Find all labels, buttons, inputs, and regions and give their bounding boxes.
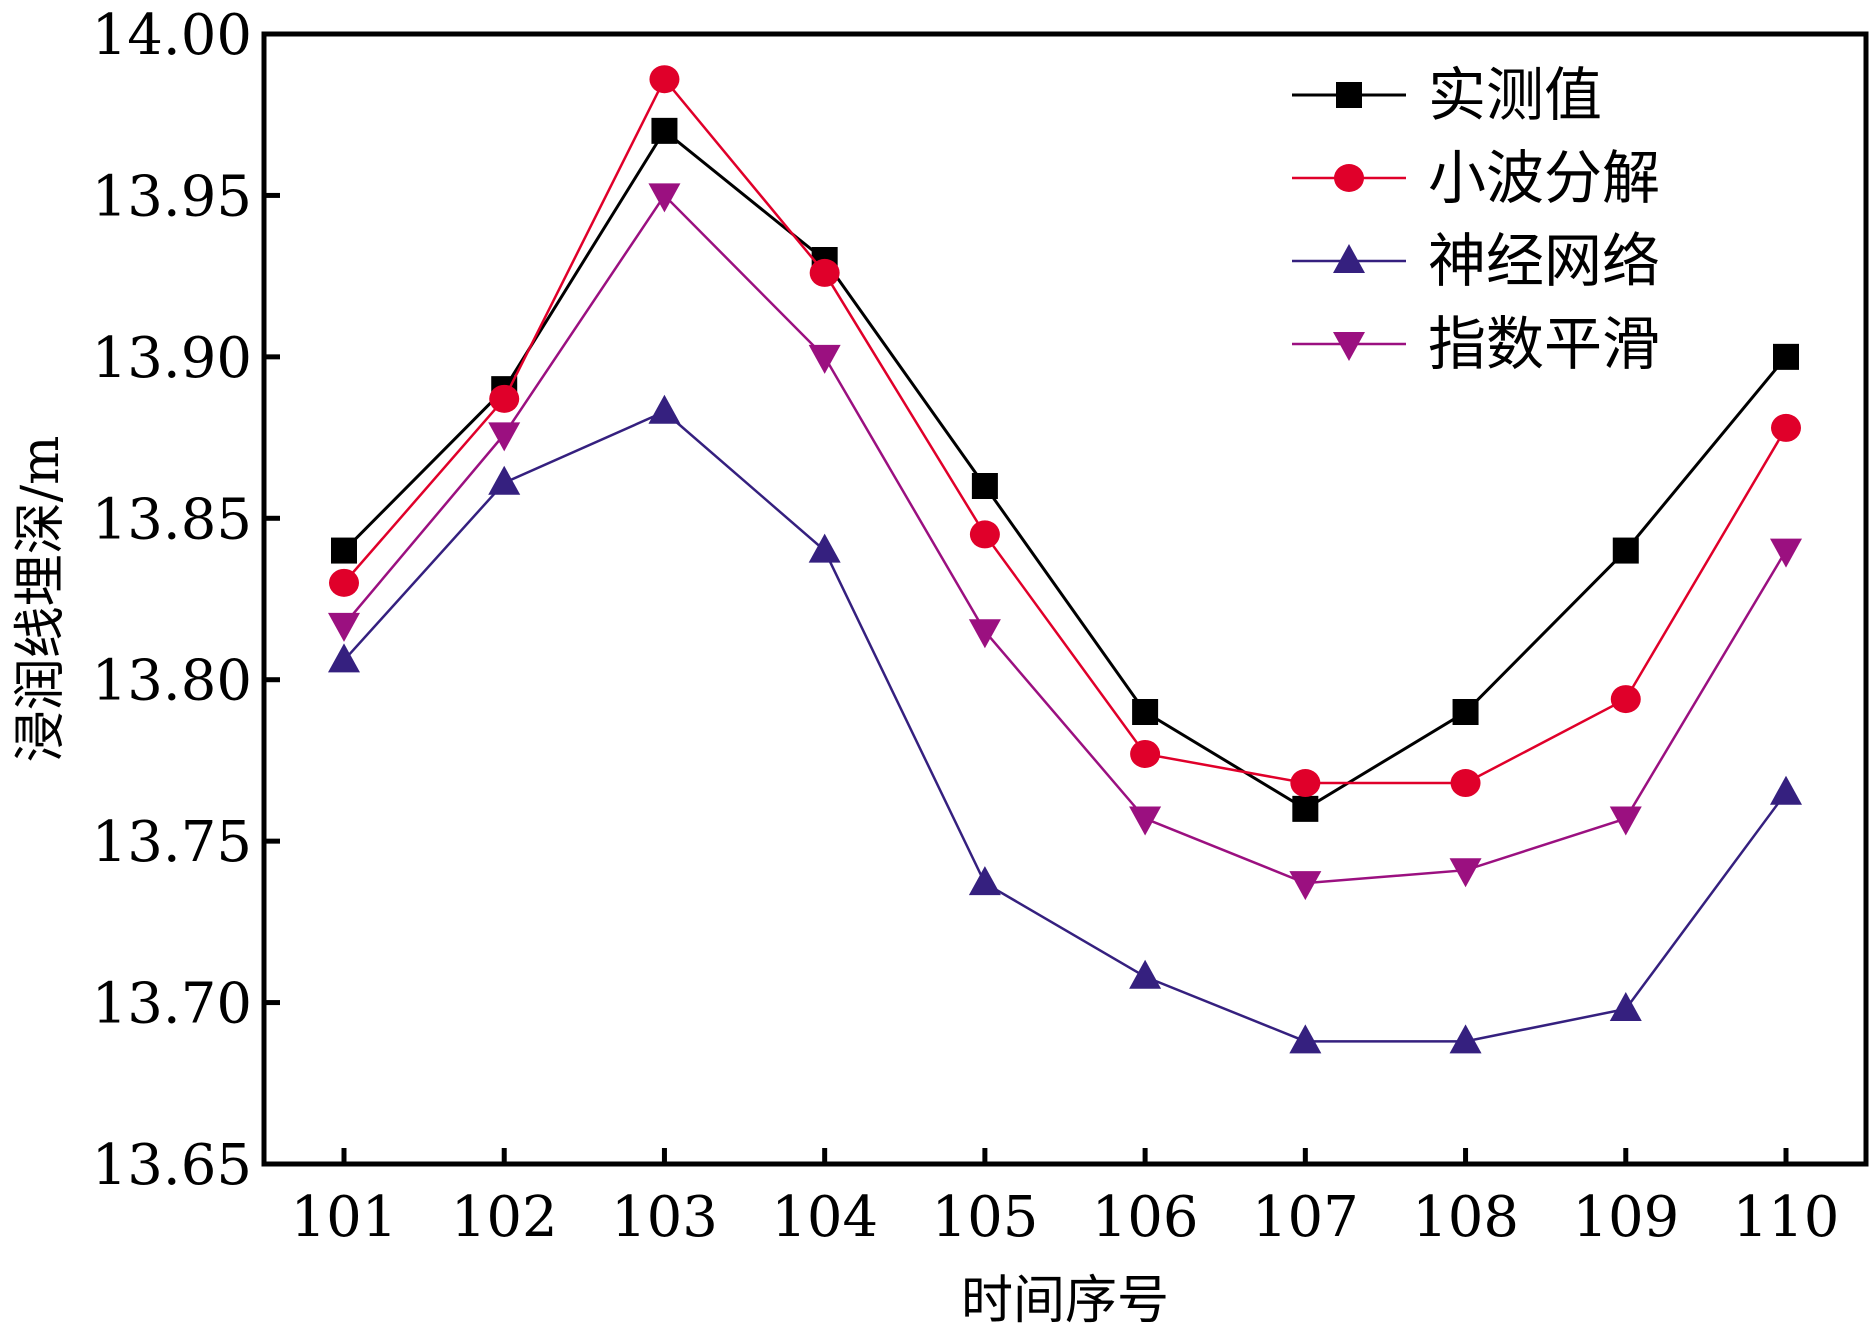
y-axis-title: 浸润线埋深/m <box>11 436 71 763</box>
data-point <box>809 258 840 287</box>
data-point <box>1770 538 1802 568</box>
data-point <box>969 520 1000 549</box>
data-point <box>488 422 521 452</box>
x-tick-label: 109 <box>1572 1185 1679 1250</box>
legend-marker <box>1336 82 1362 108</box>
data-point <box>1290 769 1321 798</box>
legend-marker <box>1333 332 1365 361</box>
data-point <box>648 394 681 424</box>
series-layer <box>328 65 1802 1054</box>
data-point <box>1129 959 1162 989</box>
data-point <box>1292 795 1319 822</box>
x-tick-label: 105 <box>931 1185 1038 1250</box>
y-tick-label: 13.65 <box>92 1133 252 1198</box>
data-point <box>968 619 1001 649</box>
legend-item: 小波分解 <box>1292 144 1660 212</box>
x-axis-title: 时间序号 <box>961 1271 1169 1331</box>
series-1 <box>329 65 1801 798</box>
data-point <box>648 183 681 213</box>
y-tick-label: 14.00 <box>92 3 252 68</box>
series-3 <box>328 183 1802 901</box>
data-point <box>1449 1024 1482 1054</box>
y-tick-label: 13.90 <box>92 326 252 391</box>
data-point <box>971 473 998 499</box>
data-point <box>651 117 678 144</box>
x-tick-label: 108 <box>1412 1185 1519 1250</box>
x-tick-label: 106 <box>1092 1185 1199 1250</box>
legend-label: 小波分解 <box>1428 144 1660 212</box>
data-point <box>1612 537 1639 564</box>
legend-marker <box>1334 164 1364 192</box>
legend-item: 神经网络 <box>1292 227 1660 295</box>
data-point <box>1773 343 1799 370</box>
x-tick-label: 104 <box>771 1185 878 1250</box>
data-point <box>1129 806 1162 836</box>
y-tick-label: 13.80 <box>92 649 252 714</box>
data-point <box>1609 806 1642 836</box>
x-axis: 101 102 103 104 105 106 107 108 109 110 <box>291 1148 1840 1250</box>
data-point <box>1770 775 1802 805</box>
series-0 <box>331 117 1799 822</box>
data-point <box>328 612 360 642</box>
series-line <box>343 76 1788 785</box>
x-tick-label: 110 <box>1733 1185 1840 1250</box>
legend-item: 指数平滑 <box>1292 310 1660 378</box>
data-point <box>1610 685 1641 714</box>
x-tick-label: 103 <box>611 1185 718 1250</box>
plot-border <box>261 31 1869 1167</box>
legend-label: 指数平滑 <box>1428 310 1660 378</box>
data-point <box>1132 699 1159 725</box>
series-line <box>342 128 1788 811</box>
data-point <box>328 643 360 673</box>
data-point <box>1609 992 1642 1022</box>
data-point <box>329 568 359 597</box>
data-point <box>331 537 357 564</box>
x-tick-label: 107 <box>1252 1185 1359 1250</box>
y-tick-label: 13.95 <box>92 164 252 229</box>
legend-label: 实测值 <box>1428 61 1602 129</box>
series-2 <box>328 394 1802 1054</box>
y-tick-label: 13.85 <box>92 487 252 552</box>
data-point <box>488 465 521 495</box>
legend-marker <box>1333 244 1365 273</box>
y-tick-label: 13.75 <box>92 810 252 875</box>
data-point <box>968 866 1001 896</box>
y-axis: 13.65 13.70 13.75 13.80 13.85 13.90 13.95 14.00 <box>92 3 280 1198</box>
data-point <box>1452 699 1479 725</box>
data-point <box>489 384 520 413</box>
data-point <box>808 344 841 374</box>
series-line <box>343 193 1788 885</box>
x-tick-label: 102 <box>451 1185 558 1250</box>
legend-label: 神经网络 <box>1428 227 1660 295</box>
y-tick-label: 13.70 <box>92 972 252 1037</box>
data-point <box>1130 739 1161 768</box>
data-point <box>1450 769 1481 798</box>
legend-item: 实测值 <box>1292 61 1602 129</box>
data-point <box>1289 871 1322 901</box>
data-point <box>1449 858 1482 888</box>
series-line <box>343 410 1788 1043</box>
data-point <box>1771 413 1801 442</box>
data-point <box>808 533 841 563</box>
plot-frame <box>261 31 1869 1167</box>
x-tick-label: 101 <box>291 1185 398 1250</box>
data-point <box>1289 1024 1322 1054</box>
data-point <box>649 65 680 94</box>
